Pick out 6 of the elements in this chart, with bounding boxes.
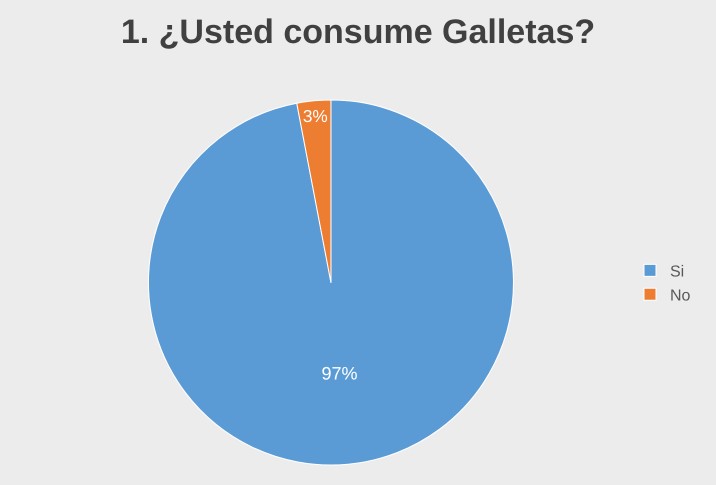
data-label: 97% [322, 363, 358, 384]
legend-label: No [670, 287, 691, 304]
pie-slice [148, 100, 514, 466]
chart-title: 1. ¿Usted consume Galletas? [120, 13, 596, 52]
legend-label: Si [670, 264, 684, 281]
data-label: 3% [302, 106, 328, 126]
